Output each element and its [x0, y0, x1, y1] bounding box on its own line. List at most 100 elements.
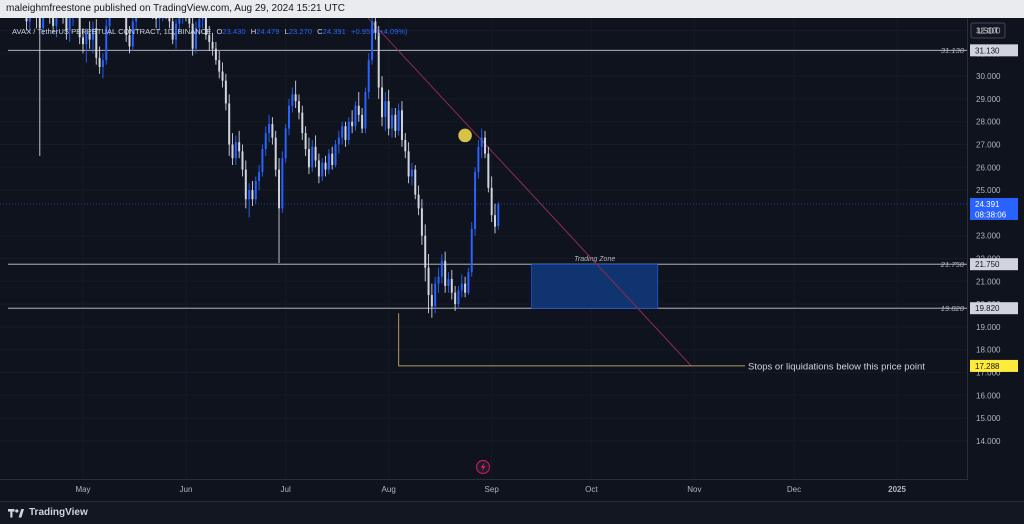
candle-body — [487, 153, 490, 188]
candle-body — [391, 114, 393, 129]
candle-body — [131, 21, 134, 47]
candle-body — [344, 126, 347, 140]
candle-body — [261, 149, 264, 172]
price-chart[interactable]: Trading Zone Stops or liquidations below… — [0, 18, 1024, 501]
candle-body — [268, 123, 271, 134]
candle-body — [324, 162, 327, 170]
legend-high: 24.479 — [256, 27, 279, 36]
tradingview-logo[interactable]: TradingView — [8, 507, 88, 518]
time-tick: Sep — [485, 485, 500, 494]
candle-body — [258, 171, 261, 181]
price-tick: 17.000 — [976, 369, 1001, 378]
candle-body — [480, 137, 483, 147]
candle-body — [91, 28, 94, 40]
resistance-left-label: 31.130 — [941, 46, 965, 55]
candle-body — [211, 41, 214, 49]
candle-body — [65, 18, 68, 31]
publish-line: maleighmfreestone published on TradingVi… — [6, 3, 345, 14]
horizontal-levels — [8, 49, 968, 367]
currency-badge-box — [970, 22, 1006, 39]
price-tick: 18.000 — [976, 346, 1001, 355]
candle-body — [437, 276, 440, 284]
candle-body — [497, 203, 500, 226]
trendline[interactable] — [352, 18, 692, 367]
candle-body — [231, 144, 234, 159]
candle-body — [490, 187, 493, 216]
candle-body — [188, 18, 191, 24]
stop-level-line[interactable] — [398, 313, 695, 367]
candle-body — [494, 215, 496, 227]
zone-bottom-left-label: 19.820 — [941, 304, 965, 313]
candle-body — [244, 169, 247, 200]
candle-body — [477, 146, 480, 172]
candle-body — [108, 18, 111, 26]
candle-body — [52, 18, 55, 26]
time-tick: 2025 — [888, 485, 906, 494]
candle-body — [404, 139, 407, 152]
time-tick: Jul — [281, 485, 291, 494]
price-tick: 19.000 — [976, 323, 1001, 332]
current-price-badge: 24.391 — [975, 200, 1000, 209]
candle-body — [171, 21, 174, 40]
currency-badge[interactable]: USDT — [970, 22, 1006, 39]
currency-badge-label: USDT — [977, 27, 999, 36]
candle-body — [331, 153, 334, 166]
candle-body — [430, 294, 433, 307]
candle-body — [201, 18, 204, 20]
candle-body — [427, 267, 430, 295]
candle-body — [155, 18, 158, 20]
tradingview-wordmark: TradingView — [29, 507, 88, 518]
candle-body — [55, 18, 58, 26]
price-tick: 23.000 — [976, 232, 1001, 241]
candle-body — [351, 121, 354, 127]
price-tick: 21.000 — [976, 277, 1001, 286]
zone-bottom-badge-box — [970, 302, 1018, 315]
candle-body — [228, 103, 231, 145]
candle-body — [381, 87, 384, 118]
legend-open-label: O — [216, 27, 222, 36]
candle-body — [394, 114, 397, 131]
time-axis-background — [0, 480, 1024, 501]
candle-body — [214, 48, 217, 61]
candle-body — [88, 32, 91, 40]
candle-body — [377, 32, 380, 88]
candle-body — [371, 21, 374, 61]
resistance-badge: 31.130 — [975, 46, 1000, 55]
candle-body — [194, 28, 197, 49]
candle-body — [424, 235, 427, 268]
zone-top-badge-box — [970, 258, 1018, 271]
candle-body — [224, 80, 227, 104]
legend-low-label: L — [285, 27, 289, 36]
candle-body — [95, 28, 98, 58]
candle-body — [434, 283, 437, 307]
price-tick: 32.000 — [976, 27, 1001, 36]
price-tick: 30.000 — [976, 72, 1001, 81]
price-tick: 16.000 — [976, 391, 1001, 400]
candles — [25, 18, 500, 318]
trading-zone-box[interactable] — [531, 263, 659, 309]
candle-body — [288, 105, 290, 129]
candle-body — [208, 35, 211, 42]
level-left-labels: 31.130 21.750 19.820 — [940, 46, 965, 313]
candle-body — [105, 25, 108, 61]
candle-body — [68, 18, 71, 31]
trading-zone-label: Trading Zone — [574, 256, 615, 263]
candle-body — [384, 101, 387, 118]
candle-body — [374, 21, 377, 33]
candle-body — [204, 18, 207, 36]
price-tick: 27.000 — [976, 141, 1001, 150]
price-tick: 29.000 — [976, 95, 1001, 104]
zone-bottom-badge: 19.820 — [975, 304, 1000, 313]
candle-body — [78, 18, 81, 38]
candle-body — [82, 37, 84, 45]
stop-annotation: Stops or liquidations below this price p… — [748, 361, 925, 372]
price-tick: 14.000 — [976, 437, 1001, 446]
candle-body — [278, 169, 281, 209]
candle-body — [361, 114, 364, 129]
price-tick: 28.000 — [976, 118, 1001, 127]
candle-body — [128, 35, 131, 47]
candle-body — [304, 133, 307, 150]
time-tick: Dec — [787, 485, 801, 494]
candle-body — [168, 18, 171, 22]
time-tick: Oct — [585, 485, 598, 494]
